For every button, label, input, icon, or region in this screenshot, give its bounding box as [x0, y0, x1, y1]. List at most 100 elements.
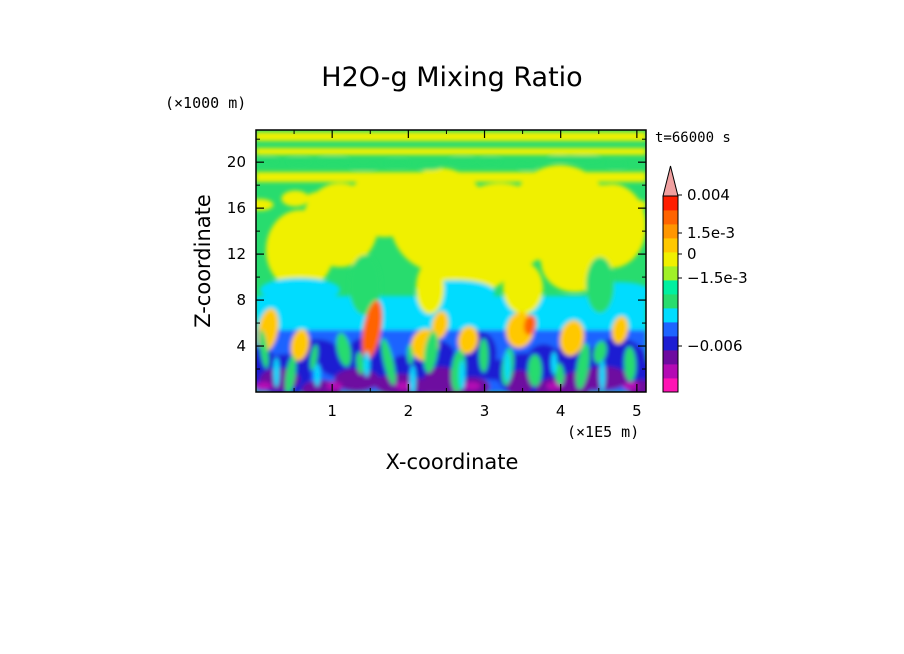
field-contour — [361, 300, 383, 360]
field-contour — [326, 382, 343, 390]
field-contour — [527, 354, 542, 387]
field-contour — [457, 326, 479, 354]
field-contour — [567, 155, 600, 162]
y-tick-label: 8 — [236, 291, 246, 309]
field-contour — [586, 257, 614, 313]
colorbar-band — [663, 196, 678, 211]
field-contour — [360, 183, 398, 198]
field-contour — [310, 344, 318, 371]
field-contour — [464, 382, 481, 390]
x-tick-label: 2 — [404, 402, 414, 420]
colorbar-label: 0.004 — [687, 186, 730, 204]
field-contour — [273, 357, 280, 388]
chart-title: H2O-g Mixing Ratio — [321, 62, 582, 93]
colorbar-label: −0.006 — [687, 337, 743, 355]
time-label: t=66000 s — [655, 130, 731, 146]
x-tick-label: 5 — [632, 402, 642, 420]
field-contour — [419, 164, 442, 171]
y-axis: 4 8 12 16 20 — [227, 138, 646, 370]
field-contour — [349, 255, 381, 315]
y-tick-label: 20 — [227, 153, 246, 171]
mixing-ratio-field — [256, 130, 646, 392]
colorbar-band — [663, 238, 678, 253]
y-unit-label: (×1000 m) — [165, 94, 246, 112]
colorbar: 0.004 1.5e-3 0 −1.5e-3 −0.006 — [662, 165, 748, 393]
field-contour — [407, 344, 414, 365]
field-contour — [479, 338, 489, 373]
field-contour — [503, 262, 543, 314]
field-contour — [350, 163, 377, 170]
colorbar-band — [663, 378, 678, 393]
field-contour — [518, 163, 537, 170]
field-contour — [449, 157, 476, 164]
y-tick-label: 4 — [236, 337, 246, 355]
field-contour — [356, 352, 364, 375]
colorbar-band — [663, 294, 678, 309]
field-band — [256, 172, 646, 182]
field-contour — [336, 332, 352, 367]
field-contour — [504, 351, 511, 383]
field-contour — [590, 184, 620, 198]
field-contour — [536, 197, 558, 211]
field-contour — [397, 195, 421, 210]
field-contour — [260, 278, 340, 302]
colorbar-band — [663, 308, 678, 323]
field-contour — [426, 222, 514, 294]
field-contour — [546, 382, 563, 390]
field-contour — [624, 346, 636, 382]
field-contour — [416, 262, 444, 314]
field-contour — [459, 360, 466, 391]
field-contour — [363, 351, 370, 377]
plot-frame — [255, 129, 647, 393]
field-contour — [450, 198, 480, 211]
field-contour — [423, 331, 439, 373]
y-tick-label: 16 — [227, 199, 246, 217]
field-contour — [256, 382, 272, 390]
field-contour — [431, 311, 449, 339]
colorbar-band — [663, 224, 678, 239]
x-tick-label: 3 — [480, 402, 490, 420]
field-contour — [551, 351, 558, 375]
field-contour — [593, 340, 607, 364]
field-contour — [506, 370, 534, 392]
x-axis-title: X-coordinate — [386, 450, 519, 474]
field-contour — [614, 199, 646, 211]
y-tick-label: 12 — [227, 245, 246, 263]
colorbar-band — [663, 252, 678, 267]
colorbar-band — [663, 266, 678, 281]
field-contour — [281, 190, 310, 207]
colorbar-band — [663, 364, 678, 379]
field-contour — [286, 158, 312, 165]
field-contour — [611, 316, 629, 344]
field-contour — [562, 370, 618, 390]
field-contour — [314, 363, 321, 387]
x-axis: 1 2 3 4 5 — [293, 130, 642, 420]
x-tick-label: 1 — [327, 402, 337, 420]
colorbar-band — [663, 336, 678, 351]
colorbar-band — [663, 350, 678, 365]
colorbar-band — [663, 210, 678, 225]
field-contour — [290, 329, 310, 361]
field-contour — [599, 360, 606, 391]
field-contour — [259, 329, 269, 369]
y-axis-title: Z-coordinate — [191, 194, 215, 328]
field-contour — [495, 187, 538, 202]
field-contour — [318, 157, 349, 164]
field-contour — [548, 155, 572, 162]
field-contour — [558, 192, 589, 204]
field-band — [256, 148, 646, 155]
field-contour — [305, 191, 342, 207]
field-band — [256, 132, 646, 141]
field-contour — [337, 186, 367, 202]
field-contour — [575, 343, 590, 390]
colorbar-label: −1.5e-3 — [687, 269, 748, 287]
x-tick-label: 4 — [556, 402, 566, 420]
colorbar-label: 0 — [687, 245, 697, 263]
field-contour — [285, 355, 296, 392]
field-contour — [607, 161, 626, 168]
field-contour — [385, 160, 410, 167]
field-contour — [381, 338, 396, 386]
field-contour — [409, 365, 416, 392]
field-contour — [256, 157, 278, 164]
